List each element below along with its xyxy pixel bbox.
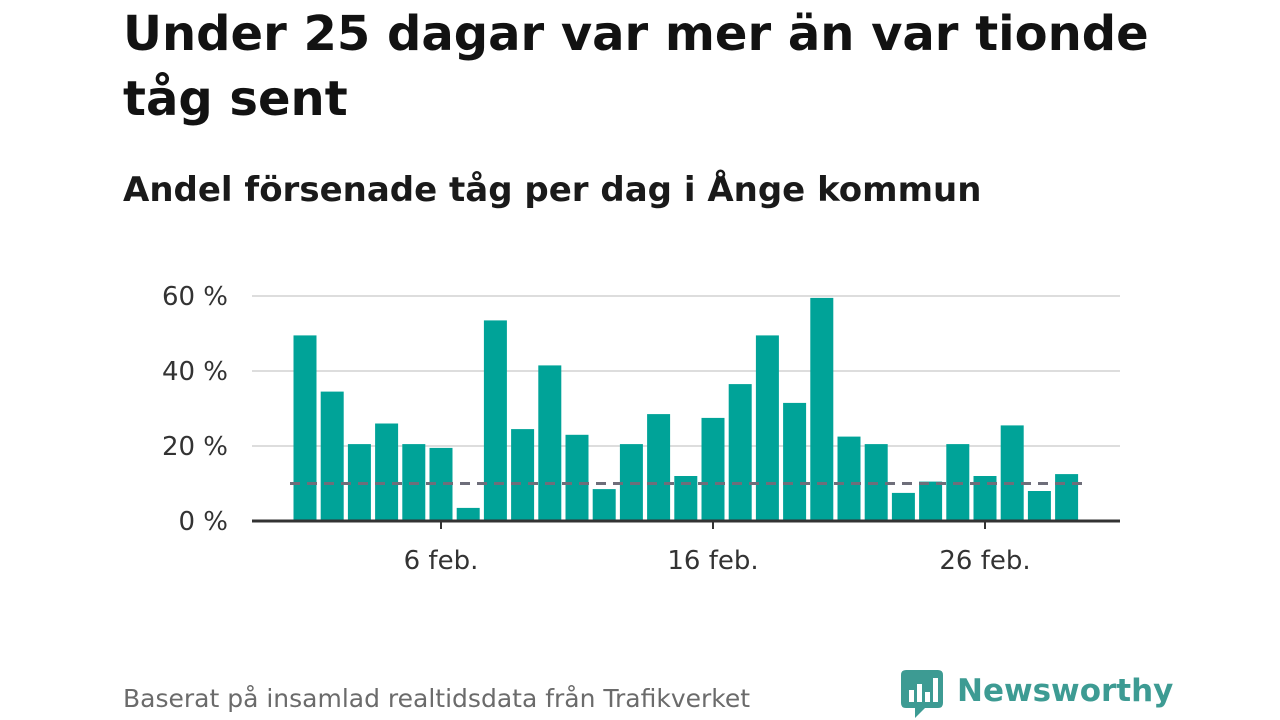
newsworthy-logo-text: Newsworthy xyxy=(957,673,1174,709)
y-tick-label: 40 % xyxy=(162,357,228,387)
bar xyxy=(456,507,480,521)
bar xyxy=(293,335,317,521)
bar xyxy=(755,335,779,521)
y-tick-label: 60 % xyxy=(162,282,228,312)
bar xyxy=(565,434,589,522)
y-tick-label: 0 % xyxy=(178,507,228,537)
bar xyxy=(837,436,861,521)
bar xyxy=(375,423,399,521)
bar xyxy=(919,481,943,521)
newsworthy-chart-bubble-icon xyxy=(901,670,943,718)
y-axis-labels: 0 % 20 % 40 % 60 % xyxy=(162,282,228,537)
bar xyxy=(674,476,698,521)
x-tick-label: 6 feb. xyxy=(404,546,479,576)
bar xyxy=(728,384,752,521)
bar xyxy=(701,417,725,521)
bar xyxy=(483,320,507,521)
bar xyxy=(1000,425,1024,521)
bar xyxy=(891,492,915,521)
bar xyxy=(511,429,535,521)
x-tick-label: 16 feb. xyxy=(667,546,758,576)
bar xyxy=(973,476,997,521)
x-axis xyxy=(252,519,1120,529)
source-note: Baserat på insamlad realtidsdata från Tr… xyxy=(123,684,751,713)
bar xyxy=(1055,474,1079,521)
newsworthy-logo[interactable]: Newsworthy xyxy=(901,670,1173,720)
bar xyxy=(538,365,562,521)
bar xyxy=(1027,491,1051,521)
bar xyxy=(592,489,616,521)
chart-title: Under 25 dagar var mer än var tionde tåg… xyxy=(123,6,1149,127)
x-axis-labels: 6 feb. 16 feb. 26 feb. xyxy=(404,546,1031,576)
bar xyxy=(320,391,344,521)
bar xyxy=(783,402,807,521)
bar xyxy=(647,414,671,521)
chart-subtitle: Andel försenade tåg per dag i Ånge kommu… xyxy=(123,170,982,210)
x-tick-label: 26 feb. xyxy=(939,546,1030,576)
bar xyxy=(810,297,834,521)
bar xyxy=(429,447,453,521)
y-tick-label: 20 % xyxy=(162,432,228,462)
bars xyxy=(293,297,1079,522)
